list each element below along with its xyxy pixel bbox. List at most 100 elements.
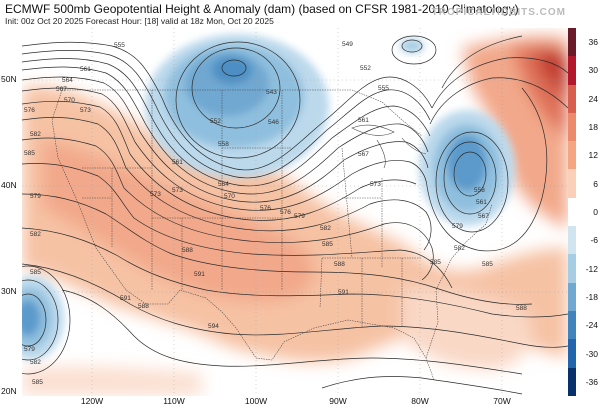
- lon-label-120w: 120W: [80, 396, 104, 406]
- contour-label: 591: [194, 271, 205, 278]
- political-boundaries: [51, 89, 493, 381]
- contour-label: 573: [370, 181, 381, 188]
- colorbar-tick-label: -24: [585, 320, 598, 331]
- contour-label: 585: [322, 241, 333, 248]
- contour-label: 576: [280, 209, 291, 216]
- colorbar-segment: [568, 56, 576, 85]
- anomaly-map: 555 561 564 567 570 576 573 582 585 549 …: [22, 28, 568, 396]
- contour-label: 567: [56, 86, 67, 93]
- contour-label: 567: [478, 213, 489, 220]
- colorbar-segment: [568, 28, 576, 57]
- contour-label: 585: [32, 379, 43, 386]
- colorbar-tick-label: -36: [585, 376, 598, 387]
- colorbar-tick-label: 18: [588, 122, 598, 133]
- colorbar-tick-label: -6: [590, 235, 598, 246]
- colorbar-segment: [568, 282, 576, 311]
- contour-label: 585: [482, 261, 493, 268]
- contour-label: 564: [62, 77, 73, 84]
- contour-label: 582: [320, 225, 331, 232]
- contour-label: 564: [218, 181, 229, 188]
- contour-label: 576: [24, 107, 35, 114]
- colorbar-segment: [568, 367, 576, 396]
- colorbar-tick-label: -12: [585, 263, 598, 274]
- lat-label-40n: 40N: [1, 180, 17, 190]
- contour-label: 594: [208, 323, 219, 330]
- contour-label: 579: [30, 193, 41, 200]
- pacific-low-contours: [22, 265, 71, 375]
- map-canvas: 555 561 564 567 570 576 573 582 585 549 …: [22, 28, 568, 396]
- lat-label-20n: 20N: [1, 386, 17, 396]
- contour-labels: 555 561 564 567 570 576 573 582 585 549 …: [24, 41, 527, 386]
- colorbar-segment: [568, 310, 576, 340]
- contour-label: 591: [120, 295, 131, 302]
- contour-label: 546: [268, 119, 279, 126]
- map-subtitle: Init: 00z Oct 20 2025 Forecast Hour: [18…: [5, 16, 274, 26]
- contour-label: 567: [358, 151, 369, 158]
- contour-label: 552: [210, 118, 221, 125]
- cold-low-pacific: [22, 276, 64, 360]
- contour-label: 582: [454, 245, 465, 252]
- contour-label: 585: [430, 259, 441, 266]
- colorbar-segment: [568, 197, 576, 227]
- colorbar-tick-label: 12: [588, 150, 598, 161]
- contour-label: 561: [80, 66, 91, 73]
- contour-label: 561: [358, 117, 369, 124]
- contour-label: 576: [260, 205, 271, 212]
- lon-label-110w: 110W: [163, 396, 185, 406]
- contour-label: 561: [476, 199, 487, 206]
- contour-label: 588: [182, 247, 193, 254]
- colorbar-segment: [568, 169, 576, 198]
- contour-label: 579: [24, 346, 35, 353]
- contour-label: 588: [516, 305, 527, 312]
- contour-label: 561: [172, 159, 183, 166]
- contour-label: 558: [474, 187, 485, 194]
- great-lakes: [351, 124, 427, 169]
- contour-label: 570: [64, 97, 75, 104]
- longitude-labels: 120W 110W 100W 90W 80W 70W: [22, 396, 568, 408]
- contour-label: 549: [342, 41, 353, 48]
- lon-label-90w: 90W: [329, 396, 347, 406]
- lon-label-80w: 80W: [411, 396, 429, 406]
- contour-label: 582: [30, 231, 41, 238]
- cold-trough-northwest: [145, 34, 329, 178]
- contour-label: 555: [378, 85, 389, 92]
- contour-label: 585: [30, 269, 41, 276]
- contour-label: 588: [138, 303, 149, 310]
- map-title: ECMWF 500mb Geopotential Height & Anomal…: [5, 2, 519, 16]
- contour-label: 585: [24, 150, 35, 157]
- map-header: ECMWF 500mb Geopotential Height & Anomal…: [0, 0, 600, 28]
- colorbar-segment: [568, 84, 576, 113]
- contour-label: 582: [30, 359, 41, 366]
- lat-label-50n: 50N: [1, 74, 17, 84]
- contour-label: 573: [150, 191, 161, 198]
- cold-low-northeast: [419, 110, 515, 226]
- colorbar-segment: [568, 339, 576, 368]
- colorbar-segment: [568, 141, 576, 170]
- colorbar-tick-label: 0: [593, 207, 598, 217]
- contour-label: 591: [338, 289, 349, 296]
- cold-spot-north: [400, 39, 424, 53]
- contour-label: 579: [452, 223, 463, 230]
- height-contours: [22, 41, 568, 395]
- anomaly-colorbar: [568, 28, 576, 396]
- lat-label-30n: 30N: [1, 286, 17, 296]
- contour-label: 555: [114, 42, 125, 49]
- colorbar-tick-label: 36: [588, 37, 598, 48]
- contour-label: 558: [218, 141, 229, 148]
- colorbar-segment: [568, 254, 576, 283]
- colorbar-tick-label: 24: [588, 93, 598, 104]
- contour-label: 552: [360, 65, 371, 72]
- contour-label: 579: [294, 213, 305, 220]
- latitude-labels: 50N 40N 30N 20N: [0, 28, 22, 396]
- contour-label: 573: [80, 107, 91, 114]
- warm-anomaly-region: [22, 36, 568, 396]
- lon-label-100w: 100W: [244, 396, 268, 406]
- colorbar-tick-label: -18: [585, 291, 598, 302]
- lon-label-70w: 70W: [493, 396, 511, 406]
- colorbar-tick-label: 30: [588, 65, 598, 76]
- brand-watermark: TROPICALTIDBITS.COM: [431, 7, 566, 18]
- colorbar-tick-label: 6: [593, 178, 598, 189]
- contour-label: 582: [30, 131, 41, 138]
- lat-lon-grid: [22, 28, 568, 396]
- colorbar-segment: [568, 226, 576, 255]
